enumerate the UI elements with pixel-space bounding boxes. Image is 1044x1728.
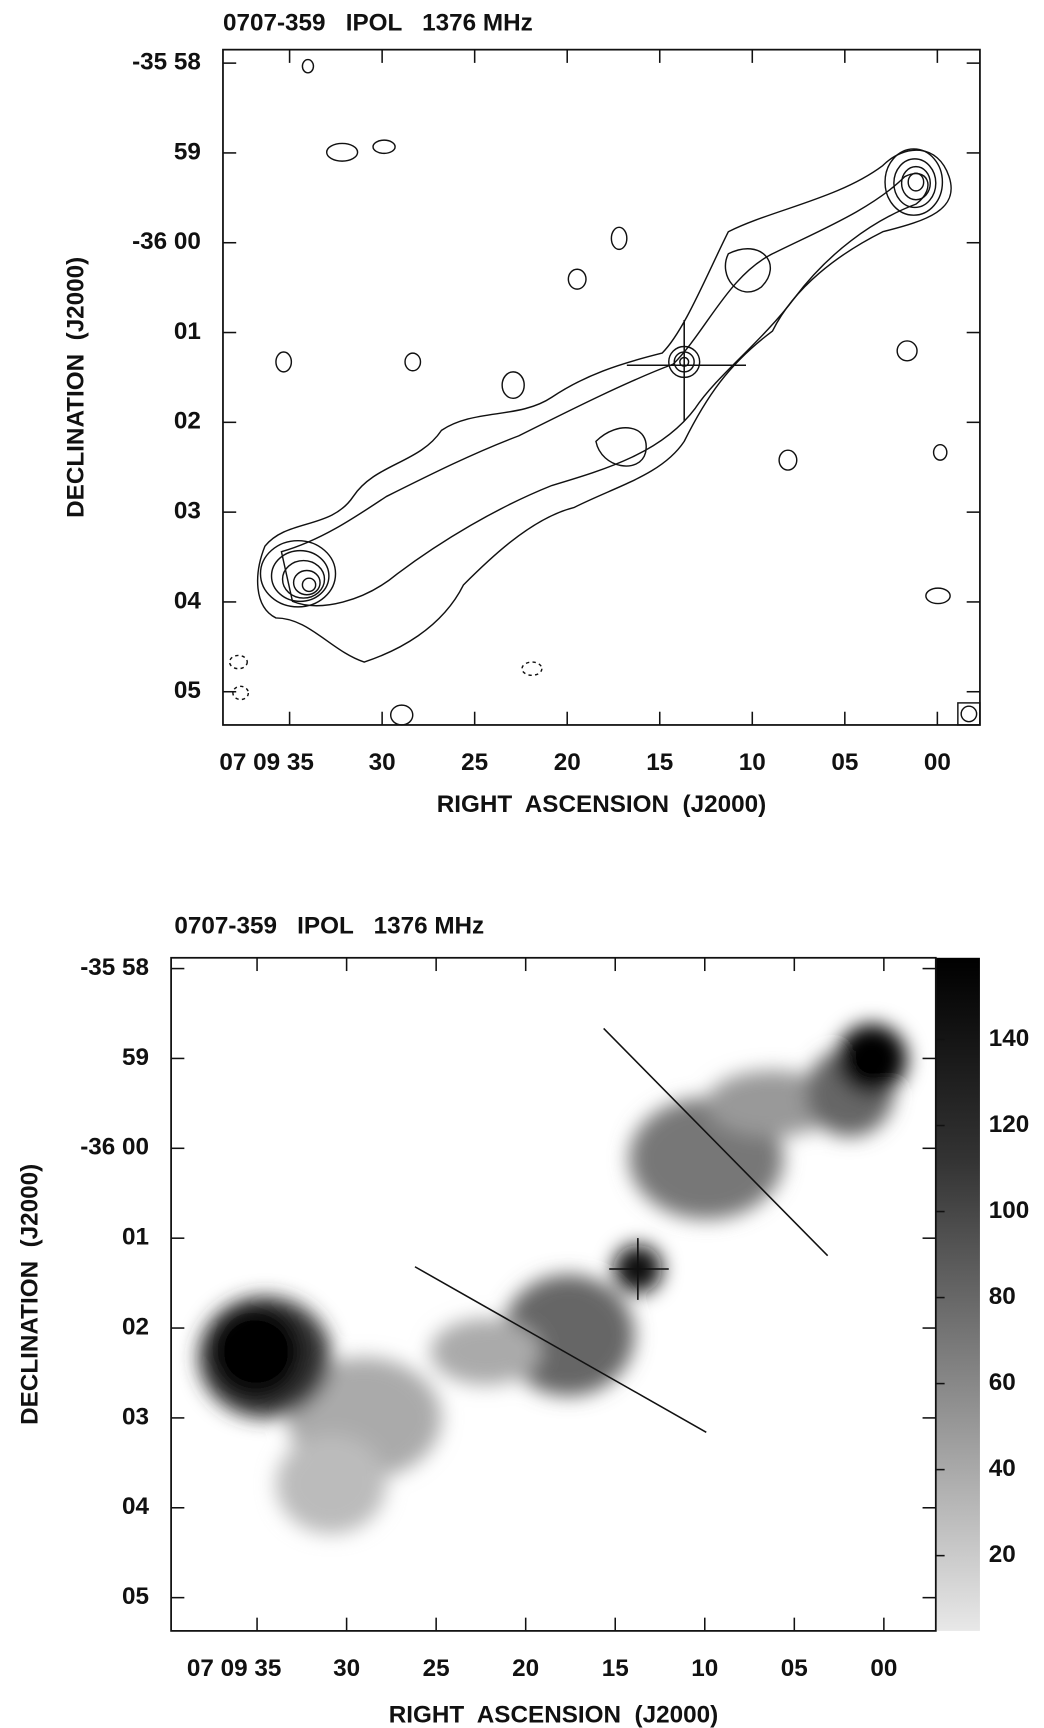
x-tick-label: 07 09 35 xyxy=(187,1655,281,1682)
y-tick-label: 03 xyxy=(122,1403,149,1430)
x-tick-label: 25 xyxy=(461,749,488,776)
x-tick-label: 10 xyxy=(739,749,766,776)
plot-frame xyxy=(170,956,937,1632)
y-tick-label: 01 xyxy=(174,318,201,345)
y-tick-label: 03 xyxy=(174,498,201,525)
colorbar-tick-label: 20 xyxy=(989,1541,1016,1568)
colorbar-tick-label: 80 xyxy=(989,1283,1016,1310)
x-tick-label: 15 xyxy=(646,749,673,776)
greyscale-overlay xyxy=(414,957,980,1631)
x-tick-label: 00 xyxy=(924,749,951,776)
y-tick-label: 02 xyxy=(174,408,201,435)
panel-title: 0707-359 IPOL 1376 MHz xyxy=(174,912,484,939)
y-tick-label: 59 xyxy=(122,1044,149,1071)
x-axis-label: RIGHT ASCENSION (J2000) xyxy=(437,791,766,818)
colorbar-tick-label: 120 xyxy=(989,1111,1030,1138)
y-tick-label: -36 00 xyxy=(80,1134,149,1161)
colorbar-tick-label: 60 xyxy=(989,1369,1016,1396)
y-axis-label: DECLINATION (J2000) xyxy=(16,1164,43,1425)
plot-frame xyxy=(222,48,981,726)
contour-map xyxy=(228,58,981,726)
x-tick-label: 05 xyxy=(831,749,858,776)
x-tick-label: 20 xyxy=(512,1655,539,1682)
x-tick-label: 25 xyxy=(423,1655,450,1682)
y-tick-label: 05 xyxy=(122,1583,149,1610)
colorbar xyxy=(935,957,980,1631)
panel-title: 0707-359 IPOL 1376 MHz xyxy=(223,10,533,37)
y-tick-label: -35 58 xyxy=(132,49,201,76)
greyscale-map xyxy=(198,1024,908,1534)
x-axis-label: RIGHT ASCENSION (J2000) xyxy=(389,1701,718,1728)
x-tick-label: 30 xyxy=(369,749,396,776)
x-tick-label: 30 xyxy=(333,1655,360,1682)
colorbar-tick-label: 40 xyxy=(989,1455,1016,1482)
y-tick-label: 04 xyxy=(174,587,201,614)
y-tick-label: 59 xyxy=(174,138,201,165)
y-axis-label: DECLINATION (J2000) xyxy=(63,257,90,518)
y-tick-label: 01 xyxy=(122,1224,149,1251)
x-tick-label: 20 xyxy=(554,749,581,776)
y-tick-label: 04 xyxy=(122,1493,149,1520)
x-tick-label: 15 xyxy=(602,1655,629,1682)
colorbar-tick-label: 100 xyxy=(989,1197,1030,1224)
colorbar-tick-label: 140 xyxy=(989,1025,1030,1052)
x-tick-label: 07 09 35 xyxy=(219,749,313,776)
y-tick-label: -36 00 xyxy=(132,228,201,255)
x-tick-label: 10 xyxy=(691,1655,718,1682)
y-tick-label: 02 xyxy=(122,1313,149,1340)
y-tick-label: 05 xyxy=(174,677,201,704)
x-tick-label: 05 xyxy=(781,1655,808,1682)
y-tick-label: -35 58 xyxy=(80,954,149,981)
x-tick-label: 00 xyxy=(870,1655,897,1682)
